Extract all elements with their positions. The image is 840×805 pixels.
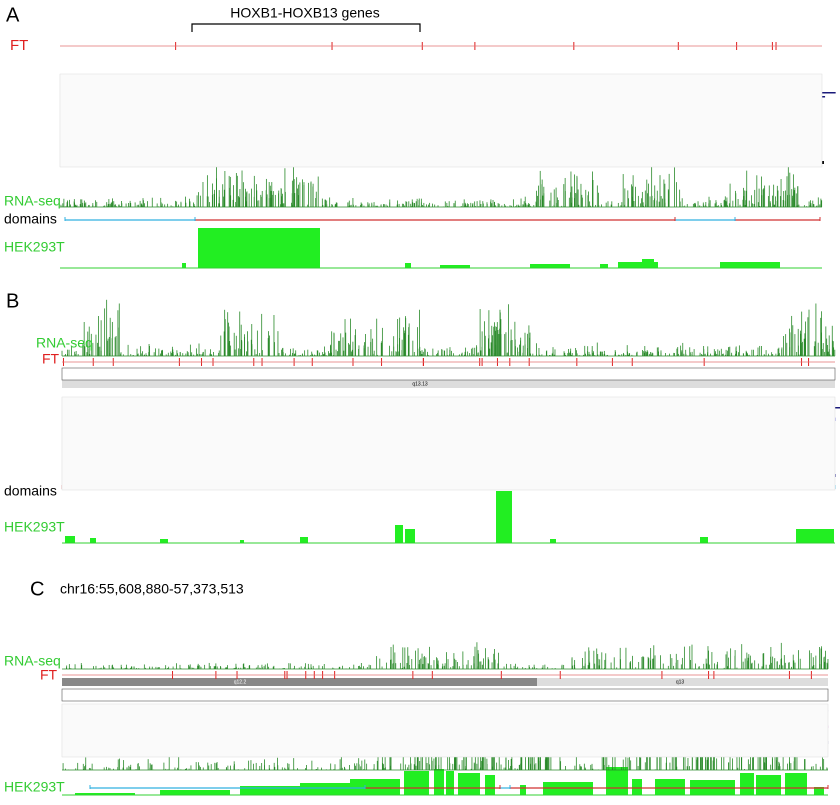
cell-block [458,773,480,795]
chromosome-band [62,380,835,388]
cell-block [655,779,685,795]
cell-block [632,779,642,795]
cell-block [700,537,708,543]
cell-block [520,785,526,795]
cell-block [740,773,754,795]
cell-block [618,262,658,268]
cell-block [198,228,320,268]
cell-block [65,536,75,543]
cell-block [160,539,168,543]
cell-block [446,771,454,795]
cell-block [600,264,608,268]
browser-bg [62,397,835,490]
cell-block [720,262,780,268]
ruler [62,368,835,380]
cell-block [434,769,444,795]
cell-block [300,537,308,543]
cell-block [90,538,96,543]
cell-block [756,775,781,795]
cell-block [160,790,230,795]
cell-block [405,529,415,543]
cell-block [530,264,570,268]
cell-block [395,525,403,543]
browser-bg [62,704,828,757]
cell-block [405,263,411,268]
cell-block [796,529,834,543]
cell-block [240,786,300,795]
cell-block [606,767,628,795]
cell-block [550,539,556,543]
cell-block [496,491,512,543]
cell-block [485,775,495,795]
ruler [62,689,828,701]
cell-block [404,771,429,795]
cell-block [300,783,360,795]
cell-block [785,773,807,795]
chromosome-band [62,678,537,686]
cell-block [182,263,186,268]
